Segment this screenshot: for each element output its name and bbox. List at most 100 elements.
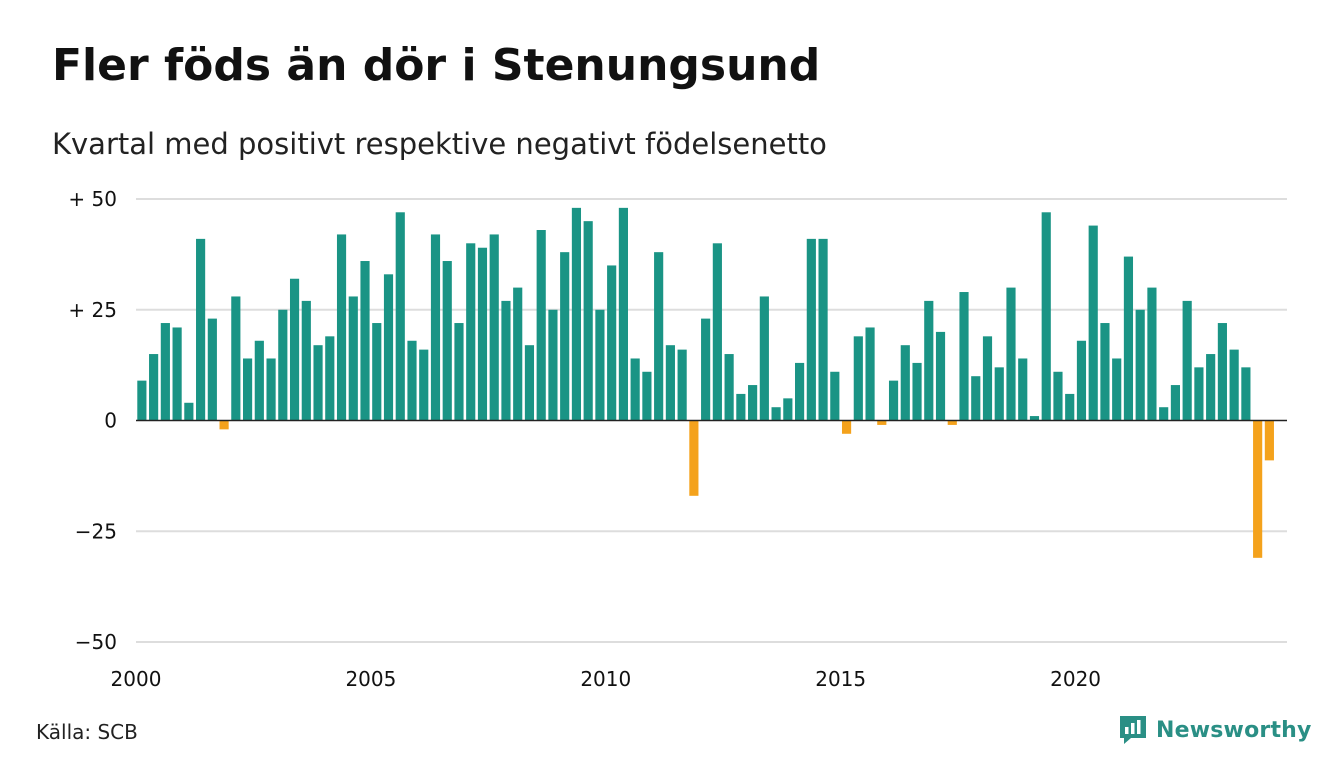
bar xyxy=(888,380,899,421)
bar xyxy=(841,420,852,434)
bar xyxy=(642,371,652,421)
brand-name: Newsworthy xyxy=(1156,717,1312,743)
bar xyxy=(677,349,687,421)
x-tick-label: 2000 xyxy=(111,667,162,691)
bar xyxy=(853,336,863,421)
bar xyxy=(701,318,711,421)
bar xyxy=(1112,358,1122,421)
bar xyxy=(1135,309,1145,421)
bar xyxy=(771,407,781,421)
bar xyxy=(407,340,417,421)
bar xyxy=(1194,367,1204,421)
bar xyxy=(689,420,699,496)
bar xyxy=(865,327,875,421)
bar xyxy=(254,340,264,421)
source-note: Källa: SCB xyxy=(36,720,138,744)
bar xyxy=(947,420,957,425)
x-tick-label: 2020 xyxy=(1050,667,1101,691)
bars xyxy=(137,207,1274,558)
bar xyxy=(207,318,217,421)
bar xyxy=(900,345,910,421)
bar xyxy=(196,238,206,421)
bar xyxy=(372,323,382,421)
bar xyxy=(1076,340,1087,421)
bar xyxy=(348,296,358,421)
bar xyxy=(560,252,570,421)
bar xyxy=(571,207,582,421)
bar xyxy=(935,331,946,421)
bar xyxy=(595,309,605,421)
bar xyxy=(160,323,170,421)
bar xyxy=(1264,420,1274,461)
x-tick-label: 2005 xyxy=(345,667,396,691)
bar xyxy=(1041,212,1051,421)
brand-logo: Newsworthy xyxy=(1118,714,1312,746)
bar xyxy=(219,420,229,430)
bar xyxy=(818,238,828,421)
bar xyxy=(1006,287,1016,421)
bar xyxy=(736,393,746,421)
bar xyxy=(748,385,758,421)
bar xyxy=(466,243,476,421)
chart-title: Fler föds än dör i Stenungsund xyxy=(52,40,821,91)
bar xyxy=(1123,256,1134,421)
bar xyxy=(806,238,816,421)
bar xyxy=(1088,225,1098,421)
bar xyxy=(477,247,488,421)
bar xyxy=(430,234,441,421)
bar xyxy=(712,243,722,421)
bar xyxy=(395,212,405,421)
bar xyxy=(795,362,805,421)
bar xyxy=(1229,349,1239,421)
bar xyxy=(783,398,793,421)
bar xyxy=(149,354,159,421)
bar xyxy=(1147,287,1157,421)
bar xyxy=(548,309,558,421)
bar xyxy=(383,274,394,421)
bar xyxy=(1170,385,1180,421)
bar xyxy=(1206,354,1216,421)
bar xyxy=(1065,393,1075,421)
bar xyxy=(536,230,546,421)
bar xyxy=(912,362,922,421)
bar xyxy=(289,278,300,421)
bar xyxy=(607,265,617,421)
bar xyxy=(583,221,593,421)
bar xyxy=(654,252,664,421)
bar xyxy=(1217,323,1227,421)
bar xyxy=(1241,367,1251,421)
bar xyxy=(924,300,934,421)
bar xyxy=(665,345,675,421)
bar xyxy=(513,287,523,421)
x-axis-labels: 2000 2005 2010 2015 2020 xyxy=(111,667,1101,691)
bar xyxy=(724,354,734,421)
bar xyxy=(184,402,194,421)
y-tick-label: −50 xyxy=(75,630,117,654)
y-axis-labels: + 50 + 25 0 −25 −50 xyxy=(68,187,117,654)
y-tick-label: −25 xyxy=(75,519,117,543)
bar xyxy=(630,358,640,421)
bar xyxy=(1053,371,1063,421)
bar xyxy=(419,349,429,421)
bar xyxy=(877,420,887,425)
bar xyxy=(172,327,182,421)
x-tick-label: 2015 xyxy=(815,667,866,691)
bar xyxy=(1182,300,1192,421)
bar xyxy=(325,336,335,421)
chart-subtitle: Kvartal med positivt respektive negativt… xyxy=(52,127,827,161)
bar xyxy=(301,300,311,421)
bar xyxy=(313,345,323,421)
bar xyxy=(982,336,993,421)
x-tick-label: 2010 xyxy=(580,667,631,691)
chart-bubble-icon xyxy=(1120,716,1146,744)
bar xyxy=(266,358,276,421)
bar xyxy=(971,376,981,421)
y-tick-label: + 25 xyxy=(68,298,117,322)
bar xyxy=(454,323,464,421)
bar xyxy=(618,207,628,421)
bar xyxy=(1100,323,1110,421)
y-tick-label: + 50 xyxy=(68,187,117,211)
y-tick-label: 0 xyxy=(104,409,117,433)
bar xyxy=(231,296,241,421)
